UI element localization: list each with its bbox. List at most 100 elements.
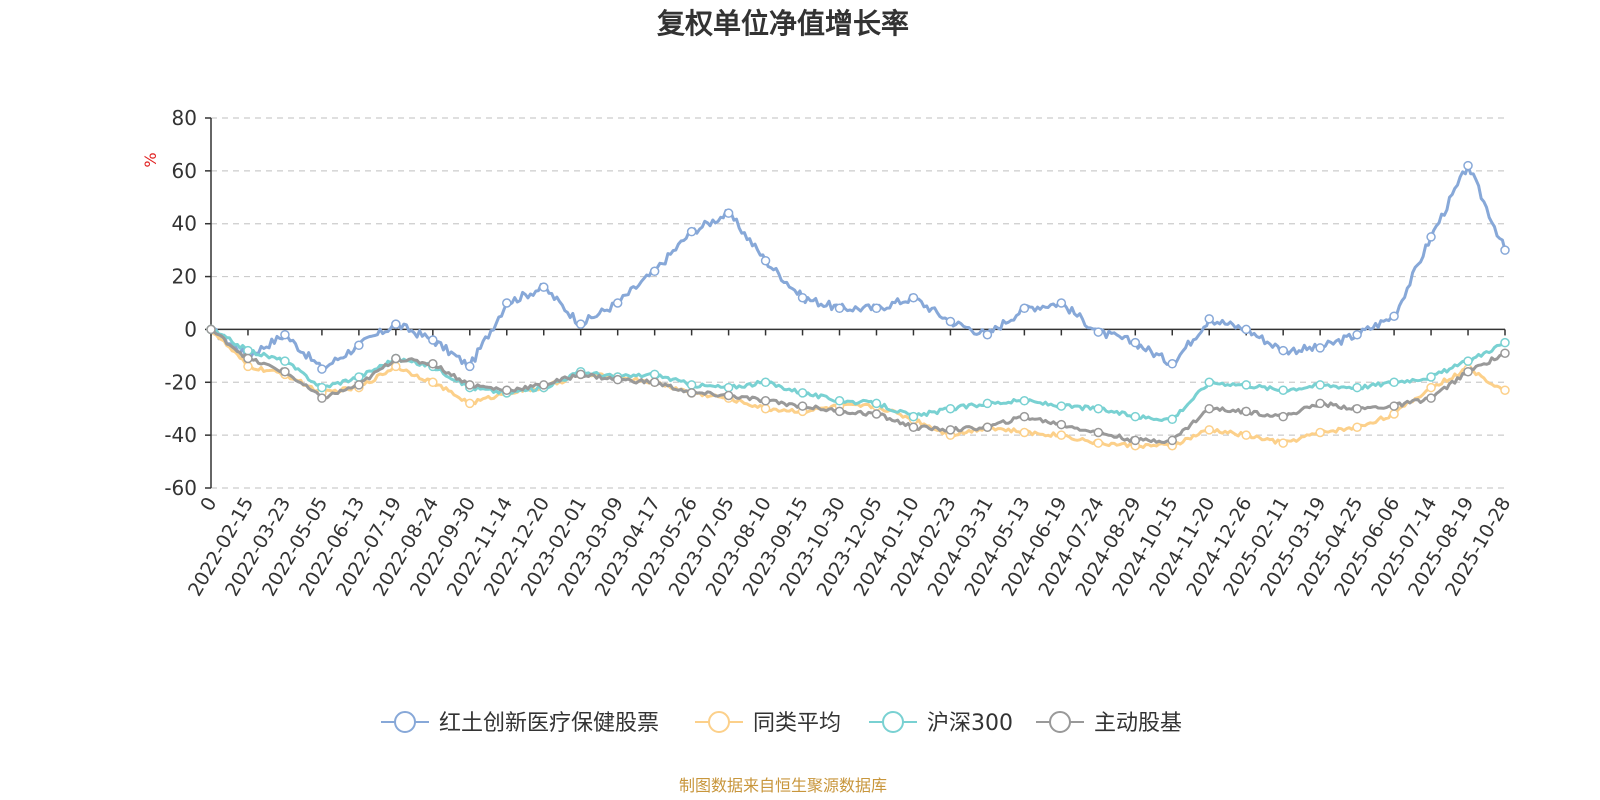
series-point xyxy=(1426,372,1436,382)
series-point xyxy=(1315,398,1325,409)
series-point xyxy=(686,226,697,237)
series-point xyxy=(982,329,993,340)
series-point xyxy=(428,359,438,369)
series-point xyxy=(1093,438,1104,448)
series-point xyxy=(649,266,660,277)
series-point xyxy=(1130,337,1141,348)
legend-item-2[interactable]: 同类平均 xyxy=(695,711,841,736)
series-point xyxy=(1463,366,1473,377)
gridlines xyxy=(211,117,1505,489)
series-point xyxy=(1093,403,1104,414)
series-point xyxy=(1426,393,1436,403)
series-point xyxy=(871,303,882,314)
chart-title: 复权单位净值增长率 xyxy=(657,7,909,40)
series-point xyxy=(1278,345,1288,356)
series-point xyxy=(945,403,956,414)
series-point xyxy=(1056,401,1067,411)
series-point xyxy=(502,385,512,395)
y-axis-unit: % xyxy=(141,152,160,167)
series-point xyxy=(834,303,845,314)
series-point xyxy=(1241,324,1251,335)
series-point xyxy=(1278,385,1288,395)
series-4 xyxy=(206,324,1510,446)
series-point xyxy=(945,316,956,327)
legend-item-1[interactable]: 红土创新医疗保健股票 xyxy=(381,711,659,736)
legend-marker xyxy=(1049,711,1071,733)
series-layer xyxy=(206,160,1510,451)
series-point xyxy=(1019,411,1030,422)
series-point xyxy=(1056,419,1067,430)
series-point xyxy=(354,372,364,382)
series-point xyxy=(982,398,993,409)
series-point xyxy=(797,401,808,411)
series-point xyxy=(575,319,586,329)
x-axis-ticks: 02022-02-152022-03-232022-05-052022-06-1… xyxy=(184,329,1515,600)
series-point xyxy=(1389,377,1399,388)
series-point xyxy=(280,329,290,340)
series-point xyxy=(1241,406,1251,417)
series-point xyxy=(1426,232,1436,242)
legend-item-4[interactable]: 主动股基 xyxy=(1036,711,1182,736)
series-point xyxy=(243,361,253,372)
series-point xyxy=(354,340,364,351)
series-point xyxy=(760,377,771,388)
series-point xyxy=(1241,430,1251,440)
y-tick-label: 60 xyxy=(172,159,197,183)
legend-item-3[interactable]: 沪深300 xyxy=(869,711,1013,736)
series-point xyxy=(1167,359,1178,369)
series-3 xyxy=(206,324,1510,425)
series-point xyxy=(1204,403,1214,414)
series-point xyxy=(1352,329,1362,340)
series-point xyxy=(834,406,845,417)
series-point xyxy=(428,335,438,345)
series-point xyxy=(1389,409,1399,419)
series-line xyxy=(210,164,1507,371)
source-note: 制图数据来自恒生聚源数据库 xyxy=(679,776,887,795)
series-point xyxy=(1019,427,1030,438)
series-point xyxy=(317,382,327,393)
series-point xyxy=(612,298,623,308)
series-point xyxy=(317,364,327,374)
series-point xyxy=(760,255,771,266)
series-point xyxy=(317,393,327,403)
series-point xyxy=(1278,438,1288,448)
series-point xyxy=(1426,382,1436,393)
series-point xyxy=(1315,427,1325,438)
series-point xyxy=(502,298,512,308)
series-point xyxy=(1463,160,1473,171)
series-point xyxy=(243,353,253,364)
series-point xyxy=(1241,380,1251,390)
y-axis-ticks: 80 60 40 20 0 -20 -40 -60 xyxy=(164,106,211,500)
series-point xyxy=(1352,382,1362,393)
series-point xyxy=(760,396,771,406)
series-point xyxy=(1500,245,1510,255)
series-point xyxy=(1019,396,1030,406)
series-point xyxy=(1130,435,1141,446)
series-point xyxy=(649,377,660,388)
series-point xyxy=(1389,311,1399,321)
series-1 xyxy=(206,160,1510,374)
series-point xyxy=(797,292,808,303)
series-point xyxy=(1093,327,1104,337)
series-point xyxy=(1204,425,1214,435)
series-line xyxy=(210,328,1506,444)
legend[interactable]: 红土创新医疗保健股票 同类平均 沪深300 主动股基 xyxy=(381,711,1182,736)
series-point xyxy=(723,382,734,393)
series-point xyxy=(206,324,216,335)
legend-marker xyxy=(394,711,416,733)
series-point xyxy=(1130,411,1141,422)
legend-marker xyxy=(708,711,730,733)
y-tick-label: 80 xyxy=(172,106,197,130)
legend-label: 沪深300 xyxy=(927,711,1013,736)
series-point xyxy=(280,356,290,366)
series-point xyxy=(760,403,771,414)
series-point xyxy=(1278,411,1288,422)
y-tick-label: -60 xyxy=(164,476,197,500)
series-point xyxy=(391,353,401,364)
series-point xyxy=(1204,314,1214,324)
x-tick-label: 0 xyxy=(196,494,221,515)
series-point xyxy=(1019,303,1030,314)
series-point xyxy=(1056,298,1067,308)
series-point xyxy=(465,361,475,372)
